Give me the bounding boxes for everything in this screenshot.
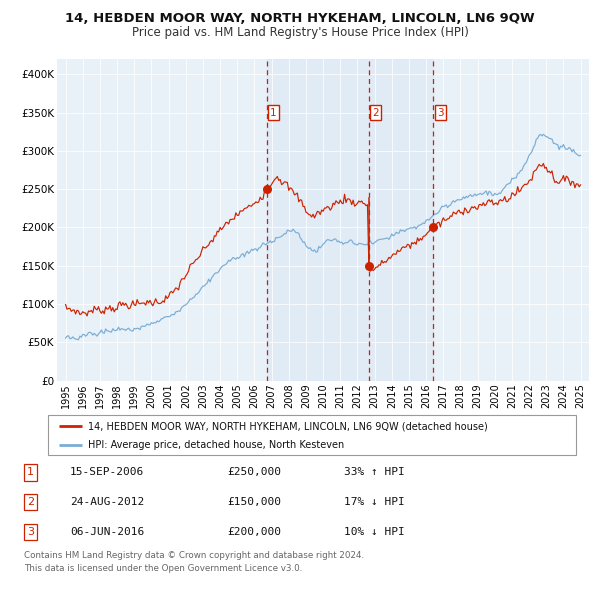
Text: 3: 3 bbox=[437, 107, 443, 117]
Text: 2: 2 bbox=[372, 107, 379, 117]
Bar bbox=[266, 59, 433, 381]
FancyBboxPatch shape bbox=[48, 415, 576, 455]
Text: 1: 1 bbox=[27, 467, 34, 477]
Text: 14, HEBDEN MOOR WAY, NORTH HYKEHAM, LINCOLN, LN6 9QW (detached house): 14, HEBDEN MOOR WAY, NORTH HYKEHAM, LINC… bbox=[88, 421, 487, 431]
Text: 06-JUN-2016: 06-JUN-2016 bbox=[70, 527, 145, 537]
Text: 17% ↓ HPI: 17% ↓ HPI bbox=[344, 497, 404, 507]
Text: 15-SEP-2006: 15-SEP-2006 bbox=[70, 467, 145, 477]
Text: 3: 3 bbox=[27, 527, 34, 537]
Text: £200,000: £200,000 bbox=[227, 527, 281, 537]
Text: 33% ↑ HPI: 33% ↑ HPI bbox=[344, 467, 404, 477]
Text: Contains HM Land Registry data © Crown copyright and database right 2024.: Contains HM Land Registry data © Crown c… bbox=[24, 551, 364, 560]
Text: £150,000: £150,000 bbox=[227, 497, 281, 507]
Text: 14, HEBDEN MOOR WAY, NORTH HYKEHAM, LINCOLN, LN6 9QW: 14, HEBDEN MOOR WAY, NORTH HYKEHAM, LINC… bbox=[65, 12, 535, 25]
Text: £250,000: £250,000 bbox=[227, 467, 281, 477]
Text: 1: 1 bbox=[270, 107, 277, 117]
Text: HPI: Average price, detached house, North Kesteven: HPI: Average price, detached house, Nort… bbox=[88, 440, 344, 450]
Text: 24-AUG-2012: 24-AUG-2012 bbox=[70, 497, 145, 507]
Text: This data is licensed under the Open Government Licence v3.0.: This data is licensed under the Open Gov… bbox=[24, 564, 302, 573]
Text: 10% ↓ HPI: 10% ↓ HPI bbox=[344, 527, 404, 537]
Text: 2: 2 bbox=[27, 497, 34, 507]
Text: Price paid vs. HM Land Registry's House Price Index (HPI): Price paid vs. HM Land Registry's House … bbox=[131, 26, 469, 39]
